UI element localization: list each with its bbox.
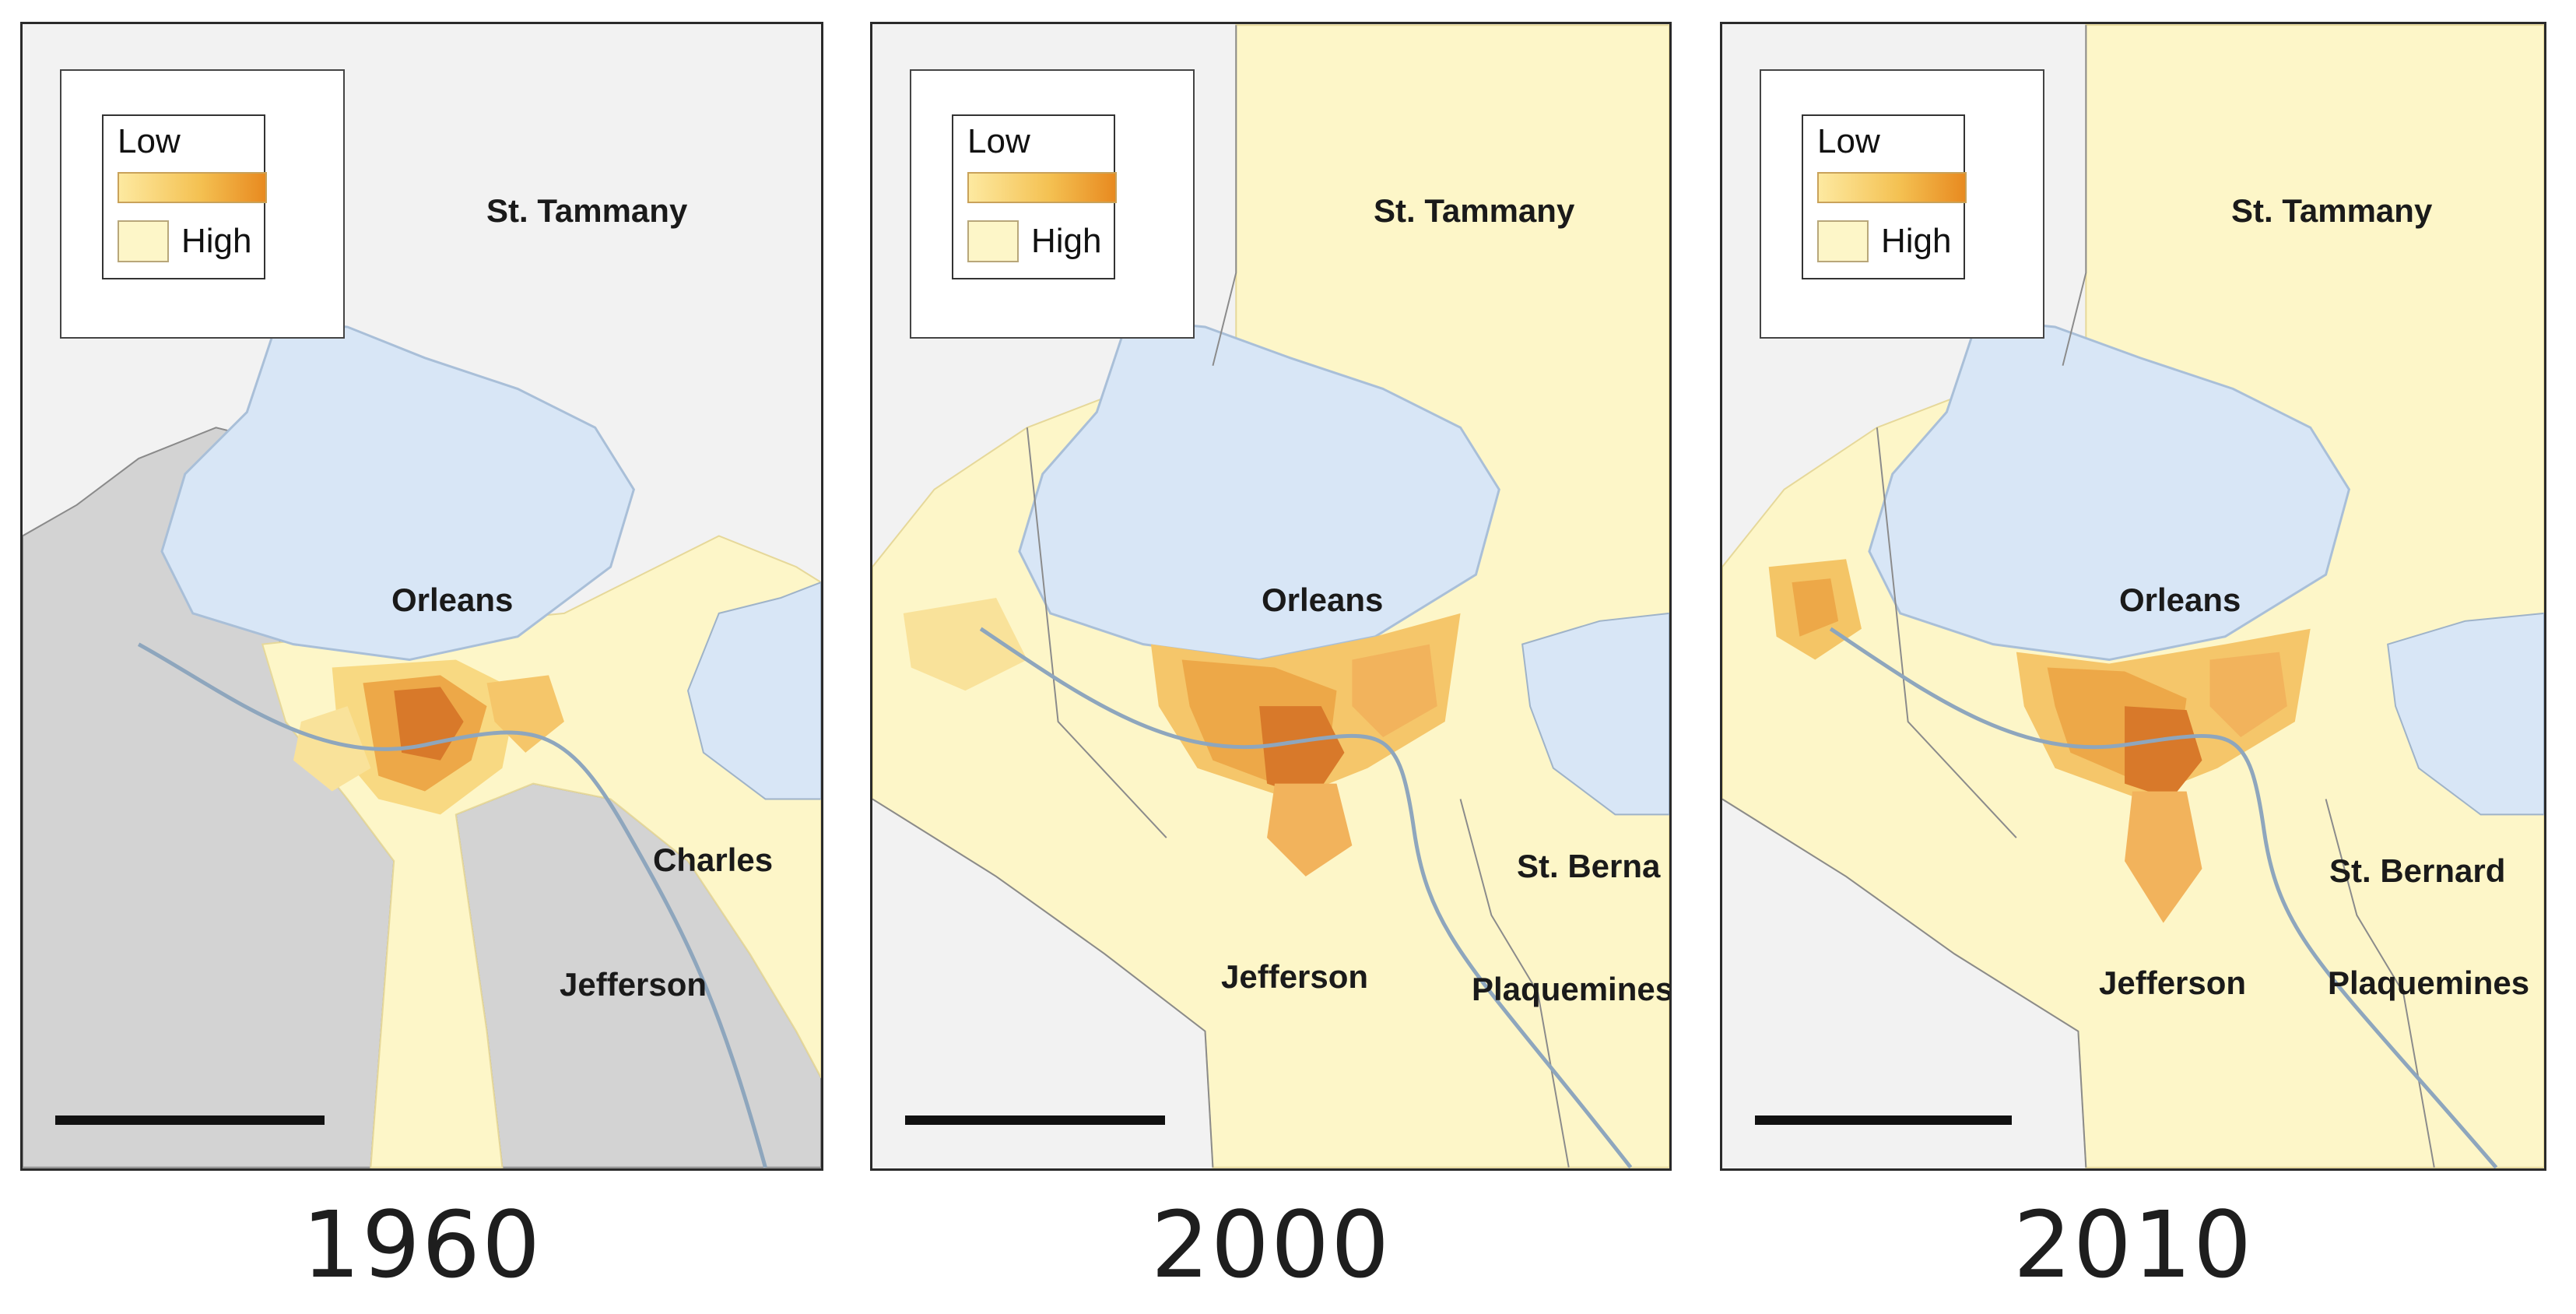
lake-borgne (2387, 612, 2544, 816)
legend-swatch (967, 220, 1019, 262)
label-st-bernard: St. Berna (1517, 848, 1661, 884)
mississippi-river (979, 627, 1633, 1168)
label-jefferson: Jefferson (1221, 958, 1369, 995)
legend-swatch (1817, 220, 1869, 262)
mississippi-river (1829, 627, 2498, 1168)
mississippi-river (137, 642, 767, 1168)
year-label-2000: 2000 (1150, 1191, 1392, 1298)
legend-gradient (1817, 172, 1967, 203)
legend-frame: Low High (1760, 69, 2044, 339)
scale-bar (905, 1115, 1165, 1125)
legend-frame: Low High (910, 69, 1195, 339)
scale-bar (1755, 1115, 2012, 1125)
label-st-tammany: St. Tammany (2231, 192, 2433, 229)
label-orleans: Orleans (2119, 581, 2241, 618)
legend: Low High (952, 114, 1117, 279)
lake-borgne (1521, 612, 1669, 816)
label-jefferson: Jefferson (560, 966, 707, 1003)
map-panel-2010: Low High St. Tammany Orleans St. Bernard… (1720, 22, 2546, 1171)
legend-high-label: High (1031, 222, 1102, 260)
label-st-bernard: St. Bernard (2329, 852, 2506, 889)
label-charles: Charles (653, 841, 774, 878)
legend-gradient (967, 172, 1117, 203)
map-panel-1960: Low High St. Tammany Orleans Charles Jef… (20, 22, 823, 1171)
label-st-tammany: St. Tammany (1374, 192, 1575, 229)
label-st-tammany: St. Tammany (486, 192, 688, 229)
map-panel-2000: Low High St. Tammany Orleans St. Berna J… (870, 22, 1672, 1171)
label-orleans: Orleans (1262, 581, 1384, 618)
label-plaquemines: Plaquemines (1472, 971, 1672, 1007)
year-label-1960: 1960 (301, 1191, 542, 1298)
legend-low-label: Low (118, 122, 181, 160)
legend-high-label: High (181, 222, 252, 260)
legend-swatch (118, 220, 169, 262)
year-label-2010: 2010 (2013, 1191, 2254, 1298)
map-1960-svg (23, 25, 821, 1168)
legend-gradient (118, 172, 267, 203)
parish-boundaries (872, 25, 1570, 1168)
lake-borgne (686, 581, 821, 800)
label-jefferson: Jefferson (2099, 964, 2247, 1001)
legend: Low High (1802, 114, 1967, 279)
map-2010-svg (1722, 24, 2544, 1168)
density-cells (903, 597, 1461, 877)
label-orleans: Orleans (391, 581, 514, 618)
scale-bar (55, 1115, 325, 1125)
label-plaquemines: Plaquemines (2328, 964, 2530, 1001)
legend-low-label: Low (1817, 122, 1880, 160)
legend-high-label: High (1881, 222, 1952, 260)
lake-pontchartrain (160, 318, 636, 662)
legend: Low High (102, 114, 267, 279)
legend-frame: Low High (60, 69, 345, 339)
legend-low-label: Low (967, 122, 1030, 160)
